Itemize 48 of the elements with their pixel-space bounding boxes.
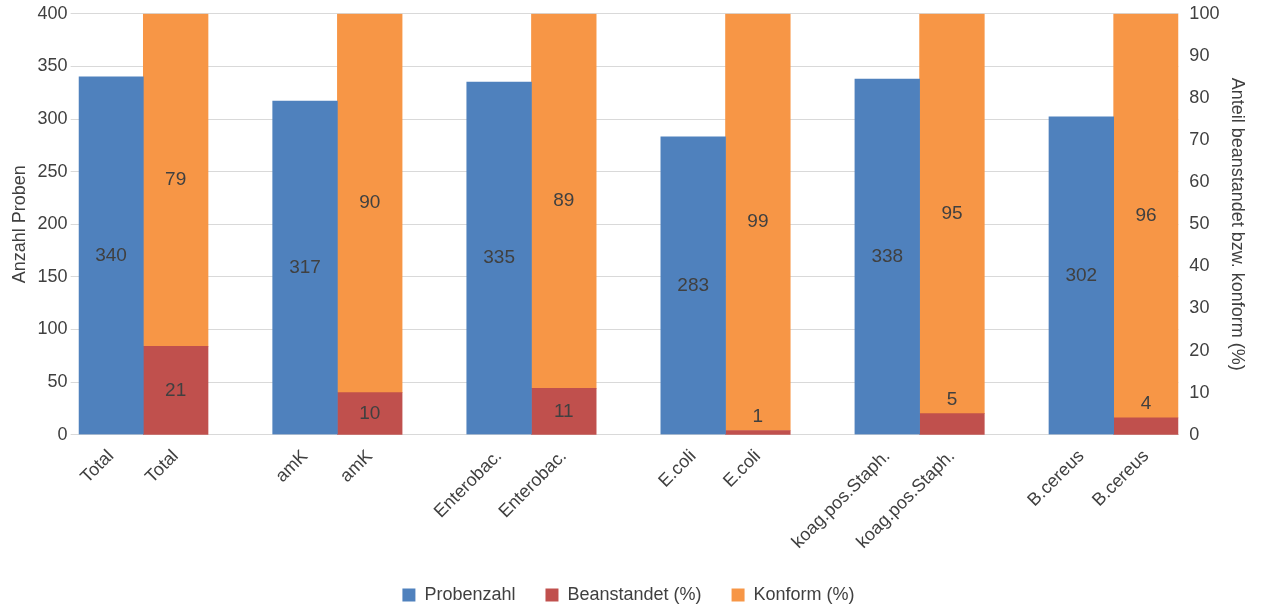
y-tick-label: 200 bbox=[37, 213, 68, 234]
data-label: 317 bbox=[289, 255, 321, 277]
legend-label: Probenzahl bbox=[424, 583, 516, 604]
data-label: 99 bbox=[747, 210, 769, 232]
y2-tick-label: 70 bbox=[1189, 129, 1210, 150]
y2-axis-title: Anteil beanstandet bzw. konform (%) bbox=[1228, 77, 1249, 371]
data-label: 302 bbox=[1065, 263, 1098, 285]
legend-label: Konform (%) bbox=[753, 583, 855, 604]
y2-tick-label: 0 bbox=[1189, 423, 1200, 444]
data-label: 335 bbox=[483, 246, 515, 268]
y2-tick-label: 100 bbox=[1189, 2, 1220, 23]
data-label: 79 bbox=[165, 168, 187, 190]
y-axis-title: Anzahl Proben bbox=[8, 165, 29, 284]
y-tick-label: 400 bbox=[37, 2, 68, 23]
data-label: 283 bbox=[677, 273, 710, 295]
data-label: 340 bbox=[95, 243, 127, 265]
y-tick-label: 50 bbox=[47, 371, 68, 392]
bar bbox=[1113, 417, 1179, 435]
data-label: 338 bbox=[871, 244, 904, 266]
data-label: 4 bbox=[1140, 392, 1152, 414]
y-tick-label: 250 bbox=[37, 160, 68, 181]
y2-tick-label: 40 bbox=[1189, 255, 1210, 276]
data-label: 1 bbox=[752, 404, 764, 426]
data-label: 89 bbox=[553, 189, 575, 211]
y-tick-label: 150 bbox=[37, 265, 68, 286]
data-label: 21 bbox=[165, 378, 187, 400]
y-tick-label: 100 bbox=[37, 318, 68, 339]
y-tick-label: 0 bbox=[57, 423, 68, 444]
y-tick-label: 300 bbox=[37, 108, 68, 128]
bar bbox=[142, 346, 209, 435]
y2-tick-label: 30 bbox=[1189, 297, 1210, 318]
y2-tick-label: 90 bbox=[1189, 44, 1210, 65]
y2-tick-label: 50 bbox=[1189, 213, 1210, 234]
data-label: 11 bbox=[553, 399, 574, 421]
bar bbox=[919, 413, 985, 435]
data-label: 96 bbox=[1135, 204, 1157, 226]
data-label: 5 bbox=[946, 387, 958, 409]
y-tick-label: 350 bbox=[37, 55, 68, 76]
y2-tick-label: 20 bbox=[1189, 339, 1210, 360]
bar bbox=[531, 388, 597, 435]
bar bbox=[337, 392, 403, 435]
legend-label: Beanstandet (%) bbox=[567, 583, 702, 604]
y2-tick-label: 80 bbox=[1189, 86, 1210, 107]
y2-tick-label: 60 bbox=[1189, 171, 1210, 192]
data-label: 95 bbox=[941, 201, 963, 223]
y2-tick-label: 10 bbox=[1189, 381, 1210, 402]
data-label: 90 bbox=[359, 191, 381, 213]
data-label: 10 bbox=[359, 401, 381, 423]
